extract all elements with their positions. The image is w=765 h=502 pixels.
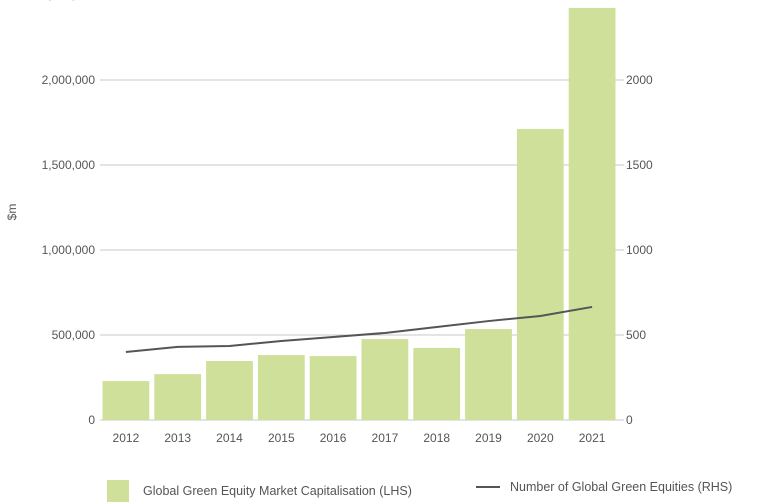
- bar-2020: [517, 129, 564, 420]
- y-tick-label-right: 1500: [626, 158, 653, 172]
- y-tick-label-left: 1,000,000: [42, 243, 96, 257]
- y-tick-label-left: 500,000: [52, 328, 96, 342]
- x-tick-label: 2020: [527, 431, 554, 445]
- legend-swatch-bar: [107, 480, 129, 502]
- y-tick-label-right: 0: [626, 413, 633, 427]
- x-tick-label: 2012: [113, 431, 140, 445]
- bar-2018: [413, 348, 460, 420]
- x-tick-label: 2014: [216, 431, 243, 445]
- bar-2021: [569, 8, 616, 420]
- x-tick-label: 2015: [268, 431, 295, 445]
- bar-2016: [310, 356, 357, 420]
- x-tick-label: 2018: [423, 431, 450, 445]
- x-tick-label: 2013: [164, 431, 191, 445]
- bar-2012: [103, 381, 150, 420]
- y-tick-label-left: 2,500,000: [42, 0, 96, 2]
- bar-2019: [465, 329, 512, 420]
- y-tick-label-right: 2000: [626, 73, 653, 87]
- y-tick-label-right: 1000: [626, 243, 653, 257]
- bar-2013: [154, 374, 201, 420]
- legend-label-count: Number of Global Green Equities (RHS): [510, 480, 732, 494]
- bar-2017: [362, 339, 409, 420]
- bar-2014: [206, 361, 253, 420]
- legend-item-market-cap: Global Green Equity Market Capitalisatio…: [107, 480, 412, 502]
- y-axis-label: $m: [5, 204, 19, 221]
- legend-item-count: Number of Global Green Equities (RHS): [476, 480, 732, 494]
- bar-2015: [258, 355, 305, 420]
- legend-swatch-line: [476, 486, 500, 488]
- x-tick-label: 2017: [372, 431, 399, 445]
- x-tick-label: 2021: [579, 431, 606, 445]
- y-tick-label-left: 1,500,000: [42, 158, 96, 172]
- y-tick-label-right: 500: [626, 328, 646, 342]
- y-tick-label-right: 2500: [626, 0, 653, 2]
- legend-label-market-cap: Global Green Equity Market Capitalisatio…: [143, 484, 412, 498]
- y-tick-label-left: 0: [88, 413, 95, 427]
- x-tick-label: 2016: [320, 431, 347, 445]
- y-tick-label-left: 2,000,000: [42, 73, 96, 87]
- x-tick-label: 2019: [475, 431, 502, 445]
